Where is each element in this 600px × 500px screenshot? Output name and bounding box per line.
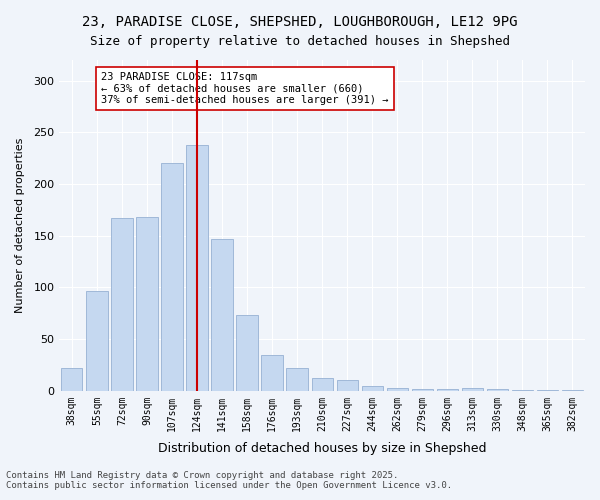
Bar (362, 386, 383, 391)
Bar (437, 388, 458, 391)
Bar (337, 380, 358, 391)
Bar (412, 388, 433, 391)
Bar (487, 388, 508, 391)
Bar (236, 316, 258, 391)
Text: 23 PARADISE CLOSE: 117sqm
← 63% of detached houses are smaller (660)
37% of semi: 23 PARADISE CLOSE: 117sqm ← 63% of detac… (101, 72, 389, 105)
Bar (111, 218, 133, 391)
Bar (512, 390, 533, 391)
Text: Size of property relative to detached houses in Shepshed: Size of property relative to detached ho… (90, 35, 510, 48)
Bar (537, 390, 558, 391)
Bar (61, 368, 82, 391)
Text: 23, PARADISE CLOSE, SHEPSHED, LOUGHBOROUGH, LE12 9PG: 23, PARADISE CLOSE, SHEPSHED, LOUGHBOROU… (82, 15, 518, 29)
X-axis label: Distribution of detached houses by size in Shepshed: Distribution of detached houses by size … (158, 442, 487, 455)
Bar (187, 145, 208, 391)
Bar (136, 217, 158, 391)
Bar (161, 164, 182, 391)
Bar (286, 368, 308, 391)
Bar (462, 388, 483, 391)
Bar (562, 390, 583, 391)
Bar (86, 290, 107, 391)
Y-axis label: Number of detached properties: Number of detached properties (15, 138, 25, 313)
Bar (386, 388, 408, 391)
Bar (311, 378, 333, 391)
Bar (211, 239, 233, 391)
Bar (262, 354, 283, 391)
Text: Contains HM Land Registry data © Crown copyright and database right 2025.
Contai: Contains HM Land Registry data © Crown c… (6, 470, 452, 490)
